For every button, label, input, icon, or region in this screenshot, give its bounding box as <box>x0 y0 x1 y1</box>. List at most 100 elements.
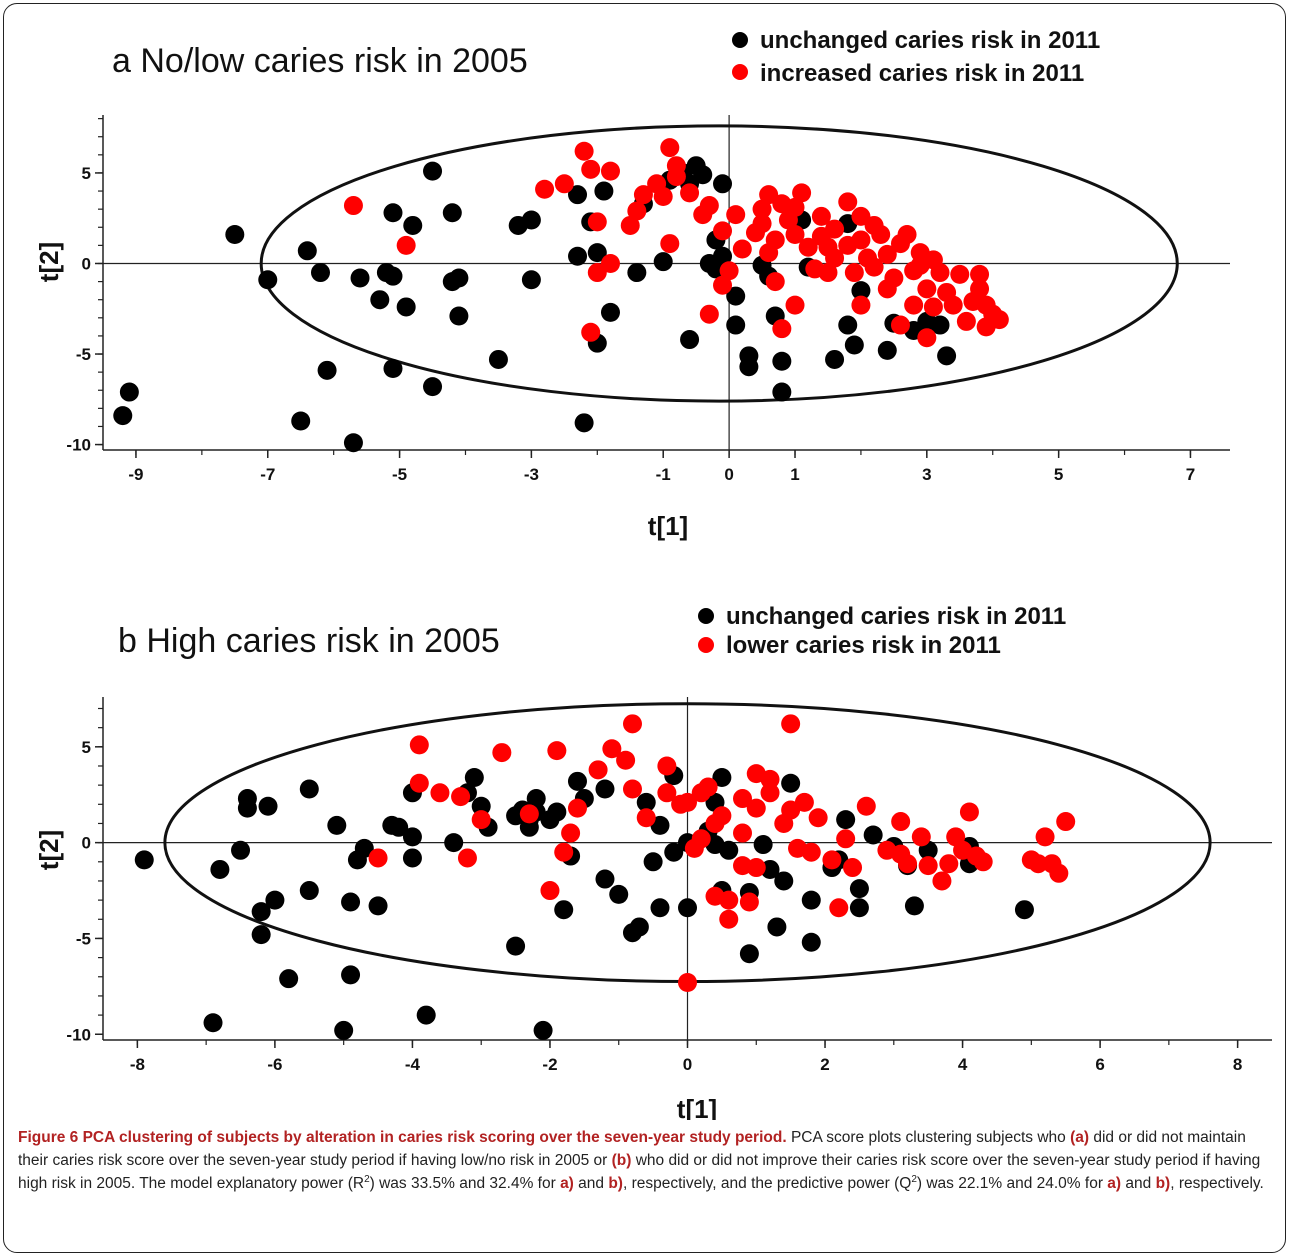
panel-b-unchanged-point <box>664 842 684 862</box>
panel-b-y-tick-label: 0 <box>82 834 91 853</box>
caption-superscript: 2 <box>364 1173 370 1185</box>
caption-text: and <box>1121 1175 1156 1192</box>
panel-a-unchanged-point <box>851 281 871 301</box>
panel-a-unchanged-point <box>370 290 390 310</box>
panel-b-unchanged-point <box>774 871 794 891</box>
panel-a-unchanged-point <box>423 377 443 397</box>
panel-a-changed-point <box>343 196 363 216</box>
panel-a-changed-point <box>581 159 601 179</box>
panel-b-unchanged-point <box>341 892 361 912</box>
panel-b-plot: -8 -6 -4 -2 0 2 4 6 8 -10 -5 0 5 <box>66 697 1272 1074</box>
panel-a-changed-point <box>772 319 792 339</box>
panel-b-changed-point <box>1056 812 1076 832</box>
panel-b-changed-point <box>932 871 952 891</box>
panel-a-unchanged-point <box>297 241 317 261</box>
panel-b-unchanged-point <box>334 1020 354 1040</box>
panel-b-changed-point <box>457 848 477 868</box>
panel-b-changed-point <box>561 823 581 843</box>
caption-text: and <box>573 1175 609 1192</box>
panel-b-changed-point <box>829 898 849 918</box>
figure-caption: Figure 6 PCA clustering of subjects by a… <box>18 1126 1278 1195</box>
panel-a-unchanged-point <box>258 270 278 290</box>
panel-a-changed-point <box>851 295 871 315</box>
legend-b-unchanged-marker <box>698 608 714 624</box>
panel-a-changed-point <box>798 237 818 257</box>
panel-b-x-tick-label: -6 <box>267 1055 282 1074</box>
panel-a-changed-point <box>930 263 950 283</box>
panel-b-changed-point <box>712 806 732 826</box>
panel-b-changed-point <box>409 735 429 755</box>
panel-a-changed-point <box>970 264 990 284</box>
panel-a-plot: -9 -7 -5 -3 -1 0 1 3 5 7-10-505 <box>66 115 1230 484</box>
panel-b-changed-point <box>746 858 766 878</box>
panel-a-changed-point <box>765 230 785 250</box>
caption-superscript: 2 <box>911 1173 917 1185</box>
panel-b-changed-point <box>657 756 677 776</box>
panel-a-unchanged-point <box>317 360 337 380</box>
panel-a-changed-point <box>923 297 943 317</box>
panel-b-changed-point <box>1035 827 1055 847</box>
panel-a-changed-point <box>838 192 858 212</box>
panel-b-unchanged-point <box>368 896 388 916</box>
panel-a-unchanged-point <box>693 165 713 185</box>
panel-b-changed-point <box>781 714 801 734</box>
panel-b-changed-point <box>588 760 608 780</box>
panel-a-changed-point <box>811 206 831 226</box>
panel-b-unchanged-point <box>389 817 409 837</box>
panel-b-unchanged-point <box>595 869 615 889</box>
panel-a-y-tick-label: -5 <box>76 345 91 364</box>
panel-b-unchanged-point <box>231 840 251 860</box>
panel-b-changed-point <box>554 842 574 862</box>
panel-a-unchanged-point <box>844 335 864 355</box>
panel-a-changed-point <box>660 138 680 158</box>
panel-b-unchanged-point <box>1014 900 1034 920</box>
panel-a-changed-point <box>785 197 805 217</box>
panel-b-x-tick-label: -4 <box>405 1055 421 1074</box>
panel-a-unchanged-point <box>225 225 245 245</box>
panel-a-changed-point <box>535 179 555 199</box>
panel-a-unchanged-point <box>739 357 759 377</box>
panel-b-unchanged-point <box>251 902 271 922</box>
panel-b-changed-point <box>801 842 821 862</box>
panel-b-changed-point <box>746 798 766 818</box>
panel-b-unchanged-point <box>279 969 299 989</box>
panel-b-x-tick-label: 8 <box>1233 1055 1242 1074</box>
panel-b-y-tick-label: -10 <box>66 1025 91 1044</box>
panel-b-changed-point <box>856 796 876 816</box>
panel-a-changed-point <box>620 215 640 235</box>
panel-b-changed-point <box>471 810 491 830</box>
caption-text: ) was 22.1% and 24.0% for <box>916 1175 1108 1192</box>
panel-b-changed-point <box>918 856 938 876</box>
panel-a-unchanged-point <box>488 349 508 369</box>
panel-a-changed-point <box>844 263 864 283</box>
panel-a-unchanged-point <box>343 433 363 453</box>
panel-b-changed-point <box>1049 863 1069 883</box>
panel-b-changed-point <box>760 783 780 803</box>
panel-b-unchanged-point <box>753 835 773 855</box>
panel-b-changed-point <box>733 823 753 843</box>
panel-b-unchanged-point <box>678 898 697 918</box>
legend-b-unchanged-label: unchanged caries risk in 2011 <box>726 603 1066 630</box>
panel-b-unchanged-point <box>595 779 615 799</box>
panel-a-changed-point <box>884 268 904 288</box>
caption-ref: a) <box>1107 1175 1122 1192</box>
caption-ref: a) <box>560 1175 574 1192</box>
panel-b-x-tick-label: 4 <box>958 1055 968 1074</box>
panel-b-unchanged-point <box>402 827 422 847</box>
panel-b-changed-point <box>430 783 450 803</box>
panel-a-unchanged-point <box>383 359 403 379</box>
panel-b-unchanged-point <box>519 817 539 837</box>
panel-a-changed-point <box>917 279 937 299</box>
panel-b-changed-point <box>836 829 856 849</box>
panel-a-unchanged-point <box>291 411 311 431</box>
panel-b-changed-point <box>698 777 718 797</box>
panel-a-x-tick-label: -9 <box>128 465 143 484</box>
panel-a-changed-point <box>792 183 812 203</box>
panel-b-changed-point <box>409 773 429 793</box>
panel-a-changed-point <box>660 234 680 254</box>
panel-b-unchanged-point <box>299 779 319 799</box>
panel-a-unchanged-point <box>383 266 403 286</box>
panel-a-xlabel: t[1] <box>648 511 688 541</box>
panel-b-unchanged-point <box>506 936 526 956</box>
panel-b-changed-point <box>368 848 388 868</box>
